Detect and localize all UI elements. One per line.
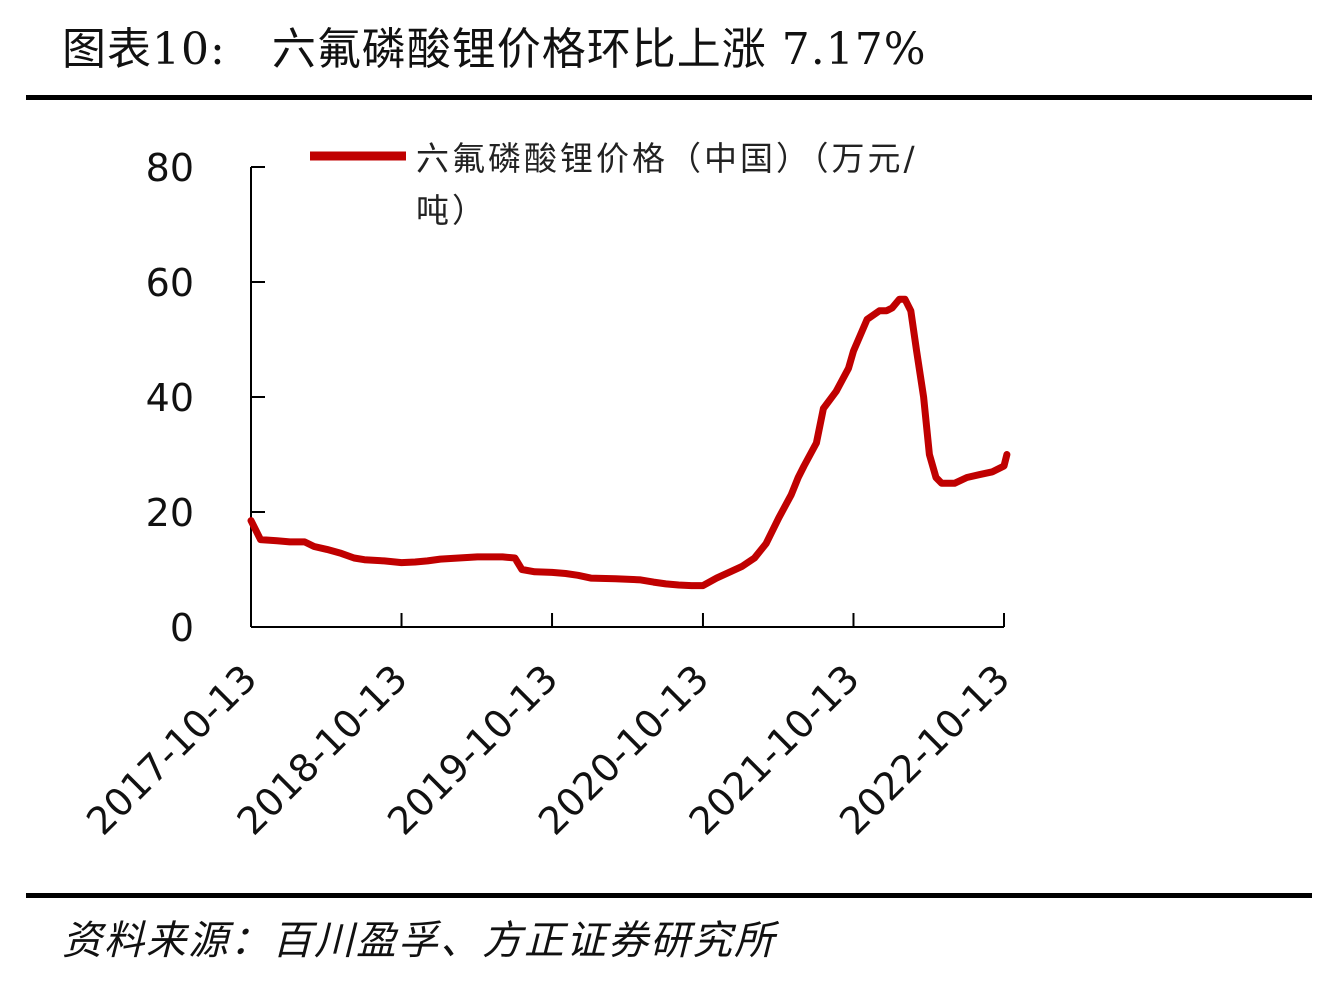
legend: 六氟磷酸锂价格（中国）（万元/吨）	[310, 139, 918, 230]
figure-title: 六氟磷酸锂价格环比上涨 7.17%	[271, 24, 927, 75]
line-chart: 0204060802017-10-132018-10-132019-10-132…	[78, 139, 1018, 844]
y-tick-label: 80	[146, 146, 194, 190]
series-layer	[247, 295, 1011, 590]
top-rule	[26, 95, 1312, 100]
legend-label-line-1: 六氟磷酸锂价格（中国）（万元/	[416, 139, 918, 178]
axes	[250, 166, 1005, 628]
source-note: 资料来源：百川盈孚、方正证券研究所	[62, 918, 776, 964]
y-tick-label: 40	[146, 376, 194, 420]
y-tick-label: 20	[146, 491, 194, 535]
tick-labels: 0204060802017-10-132018-10-132019-10-132…	[78, 146, 1018, 844]
bottom-rule	[26, 893, 1312, 898]
figure-label: 图表10:	[62, 24, 226, 75]
y-tick-label: 0	[170, 606, 194, 650]
legend-label-line-2: 吨）	[416, 191, 488, 230]
series-line	[247, 295, 1011, 590]
chart-title: 图表10: 六氟磷酸锂价格环比上涨 7.17%	[62, 22, 927, 77]
y-tick-label: 60	[146, 261, 194, 305]
